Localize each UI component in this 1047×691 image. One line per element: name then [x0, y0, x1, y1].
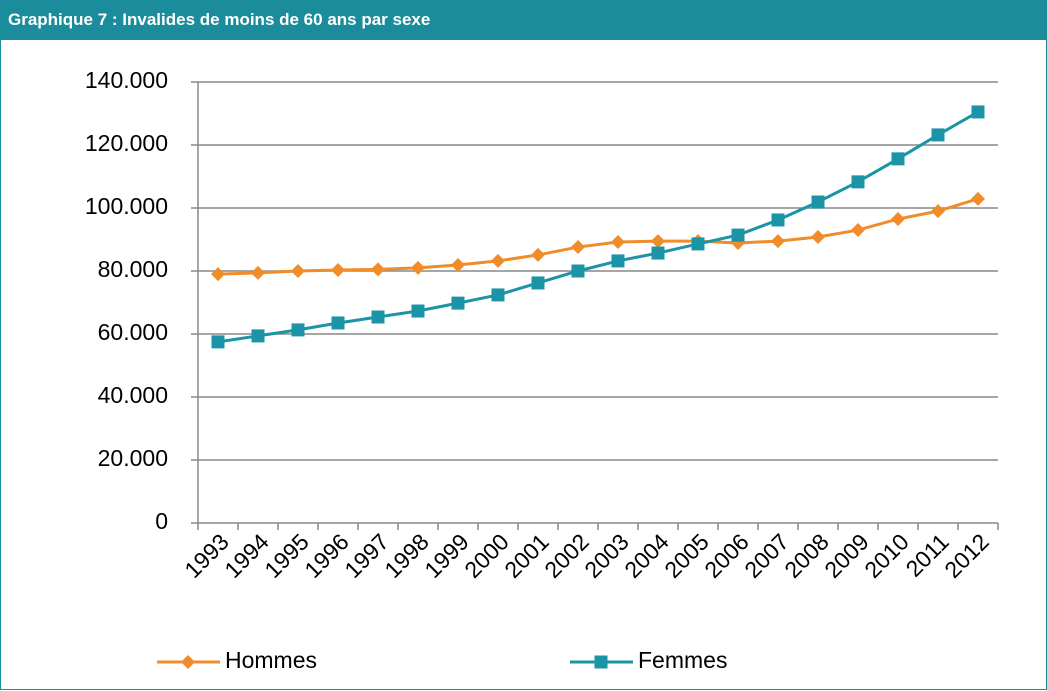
x-tick-label: 2004	[619, 528, 674, 583]
legend-marker	[594, 655, 608, 669]
point	[491, 288, 505, 302]
point	[771, 234, 785, 249]
point	[971, 191, 985, 206]
point	[531, 247, 545, 262]
x-tick-label: 2001	[499, 528, 554, 583]
x-tick-label: 2003	[579, 528, 634, 583]
point	[571, 264, 585, 278]
point	[451, 296, 465, 310]
point	[251, 329, 265, 343]
x-tick-label: 1995	[259, 528, 314, 583]
y-tick-label: 0	[155, 508, 168, 534]
series-line	[217, 110, 979, 344]
point	[251, 265, 265, 280]
point	[971, 105, 985, 119]
y-tick-label: 140.000	[85, 67, 168, 93]
point	[411, 260, 425, 275]
x-tick-label: 1993	[179, 528, 234, 583]
point	[211, 335, 225, 349]
point	[411, 304, 425, 318]
point	[891, 212, 905, 227]
x-tick-label: 2012	[939, 528, 994, 583]
y-tick-label: 20.000	[98, 445, 168, 471]
x-tick-label: 2007	[739, 528, 794, 583]
x-tick-label: 1996	[299, 528, 354, 583]
x-tick-label: 2002	[539, 528, 594, 583]
x-tick-label: 1998	[379, 528, 434, 583]
point	[931, 204, 945, 219]
chart: 0 20.000 40.000 60.000 80.000 100.000 120.000 1…	[85, 67, 999, 673]
y-tick-label: 60.000	[98, 319, 168, 345]
point	[611, 235, 625, 250]
point	[771, 213, 785, 227]
x-tick-label: 1994	[219, 528, 274, 583]
point	[451, 258, 465, 273]
point	[811, 195, 825, 209]
x-tick-label: 2008	[779, 528, 834, 583]
x-tick-label: 2010	[859, 528, 914, 583]
chart-title: Graphique 7 : Invalides de moins de 60 a…	[0, 0, 1047, 40]
y-tick-label: 40.000	[98, 382, 168, 408]
point	[731, 228, 745, 242]
point	[931, 128, 945, 142]
legend-label: Hommes	[225, 647, 317, 673]
point	[891, 152, 905, 166]
series-line	[217, 197, 979, 276]
x-tick-label: 2005	[659, 528, 714, 583]
point	[691, 237, 705, 251]
point	[851, 175, 865, 189]
point	[531, 276, 545, 290]
point	[371, 310, 385, 324]
point	[331, 316, 345, 330]
point	[811, 229, 825, 244]
point	[851, 223, 865, 238]
point	[651, 246, 665, 260]
legend-marker	[181, 655, 195, 669]
x-tick-label: 2006	[699, 528, 754, 583]
point	[291, 264, 305, 278]
point	[651, 234, 665, 249]
x-tick-label: 2000	[459, 528, 514, 583]
x-tick-label: 1999	[419, 528, 474, 583]
point	[611, 254, 625, 268]
x-tick-label: 2011	[900, 528, 953, 581]
point	[291, 323, 305, 337]
point	[491, 253, 505, 268]
x-tick-label: 1997	[339, 528, 394, 583]
point	[331, 263, 345, 278]
point	[571, 240, 585, 255]
legend-label: Femmes	[638, 647, 727, 673]
y-tick-label: 100.000	[85, 193, 168, 219]
y-tick-label: 120.000	[85, 130, 168, 156]
y-tick-label: 80.000	[98, 256, 168, 282]
point	[371, 262, 385, 277]
point	[211, 267, 225, 282]
x-tick-label: 2009	[819, 528, 874, 583]
